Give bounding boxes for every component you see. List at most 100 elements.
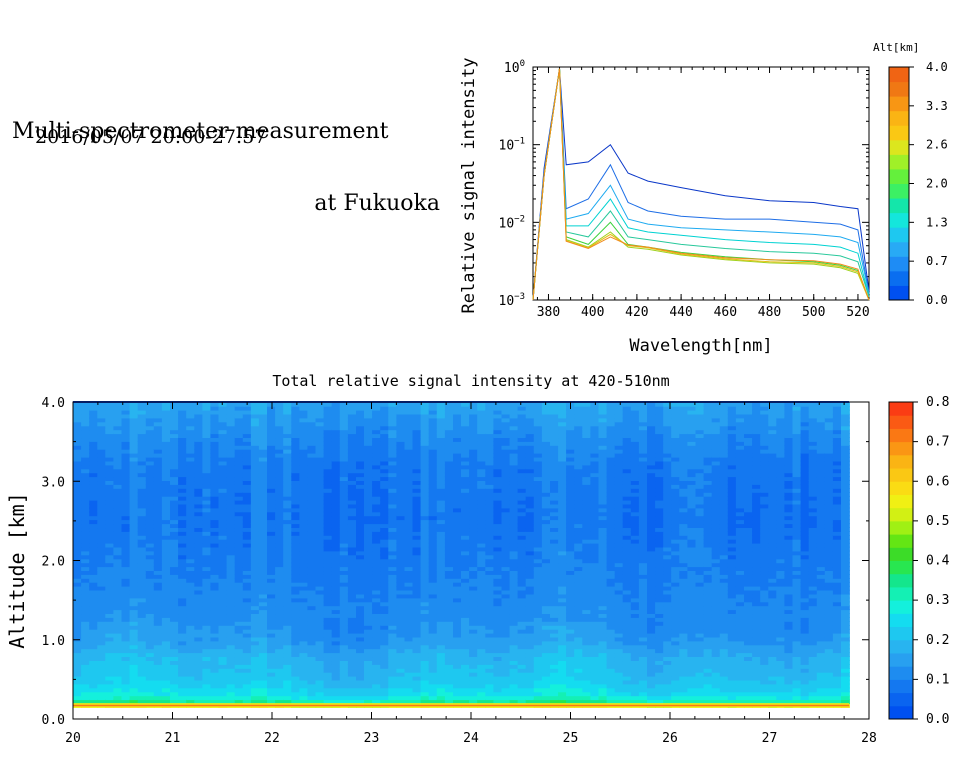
heatmap-cell (396, 456, 406, 462)
heatmap-cell (453, 550, 462, 556)
heatmap-cell (129, 464, 139, 470)
heatmap-cell (283, 671, 293, 677)
heatmap-cell (161, 480, 171, 485)
heatmap-cell (485, 519, 495, 525)
heatmap-cell (121, 546, 131, 552)
heatmap-cell (258, 445, 268, 450)
heatmap-cell (226, 597, 236, 603)
heatmap-cell (105, 460, 115, 466)
heatmap-cell (558, 421, 567, 427)
heatmap-cell (250, 687, 260, 693)
heatmap-cell (153, 507, 163, 513)
heatmap-cell (97, 472, 107, 478)
heatmap-cell (129, 492, 139, 497)
heatmap-cell (469, 562, 478, 568)
heatmap-cell (541, 433, 551, 439)
heatmap-cell (137, 527, 147, 532)
heatmap-cell (234, 617, 244, 622)
heatmap-cell (436, 511, 446, 517)
heatmap-cell (137, 460, 147, 466)
heatmap-cell (145, 417, 155, 423)
heatmap-cell (97, 527, 107, 532)
heatmap-cell (364, 578, 373, 583)
heatmap-cell (299, 617, 309, 622)
heatmap-cell (283, 585, 293, 591)
heatmap-cell (461, 503, 470, 509)
heatmap-cell (558, 574, 567, 579)
heatmap-cell (339, 581, 349, 587)
heatmap-cell (461, 546, 470, 552)
heatmap-cell (258, 417, 268, 423)
heatmap-cell (267, 570, 276, 575)
heatmap-cell (444, 578, 454, 583)
heatmap-cell (97, 523, 107, 529)
heatmap-cell (218, 558, 228, 564)
heatmap-cell (226, 538, 236, 544)
heatmap-cell (323, 409, 333, 415)
heatmap-cell (73, 695, 82, 701)
heatmap-cell (436, 417, 446, 423)
heatmap-cell (509, 625, 519, 630)
heatmap-cell (541, 589, 551, 595)
heatmap-cell (453, 409, 462, 415)
heatmap-cell (517, 683, 527, 689)
heatmap-cell (566, 695, 575, 701)
heatmap-cell (364, 554, 373, 560)
heatmap-cell (533, 488, 543, 493)
heatmap-cell (525, 409, 535, 415)
heatmap-cell (558, 405, 567, 411)
heatmap-cell (444, 456, 454, 462)
heatmap-cell (170, 433, 179, 439)
heatmap-cell (461, 511, 470, 517)
heatmap-cell (412, 460, 422, 466)
heatmap-cell (558, 499, 567, 505)
heatmap-cell (566, 664, 575, 669)
heatmap-cell (81, 679, 90, 685)
heatmap-cell (242, 460, 252, 466)
heatmap-cell (356, 699, 365, 705)
heatmap-cell (404, 585, 414, 591)
heatmap-cell (469, 578, 478, 583)
heatmap-cell (339, 456, 349, 462)
heatmap-cell (226, 468, 236, 474)
heatmap-cell (250, 421, 260, 427)
heatmap-cell (453, 625, 462, 630)
heatmap-cell (525, 413, 535, 419)
heatmap-cell (469, 531, 478, 536)
heatmap-cell (105, 574, 115, 579)
heatmap-cell (121, 668, 131, 673)
heatmap-cell (453, 558, 462, 564)
heatmap-cell (145, 671, 155, 677)
heatmap-cell (485, 687, 495, 693)
heatmap-cell (307, 535, 317, 540)
heatmap-cell (81, 585, 90, 591)
heatmap-cell (275, 687, 284, 693)
heatmap-cell (461, 468, 470, 474)
heatmap-cell (218, 499, 228, 505)
heatmap-cell (550, 405, 559, 411)
heatmap-cell (73, 511, 82, 517)
heatmap-cell (356, 515, 365, 521)
heatmap-cell (161, 695, 171, 701)
heatmap-cell (97, 413, 107, 419)
heatmap-cell (404, 671, 414, 677)
heatmap-cell (129, 437, 139, 442)
heatmap-cell (170, 441, 179, 446)
heatmap-cell (356, 476, 365, 482)
heatmap-cell (153, 527, 163, 532)
heatmap-cell (291, 511, 301, 517)
heatmap-cell (477, 452, 487, 458)
heatmap-cell (161, 644, 171, 650)
heatmap-cell (97, 593, 107, 599)
heatmap-cell (428, 425, 438, 431)
heatmap-cell (533, 402, 543, 407)
heatmap-cell (129, 687, 139, 693)
heatmap-cell (525, 460, 535, 466)
heatmap-cell (250, 648, 260, 654)
heatmap-cell (420, 570, 430, 575)
heatmap-cell (234, 417, 244, 423)
heatmap-cell (129, 538, 139, 544)
heatmap-cell (428, 456, 438, 462)
heatmap-cell (364, 585, 373, 591)
heatmap-cell (186, 546, 196, 552)
